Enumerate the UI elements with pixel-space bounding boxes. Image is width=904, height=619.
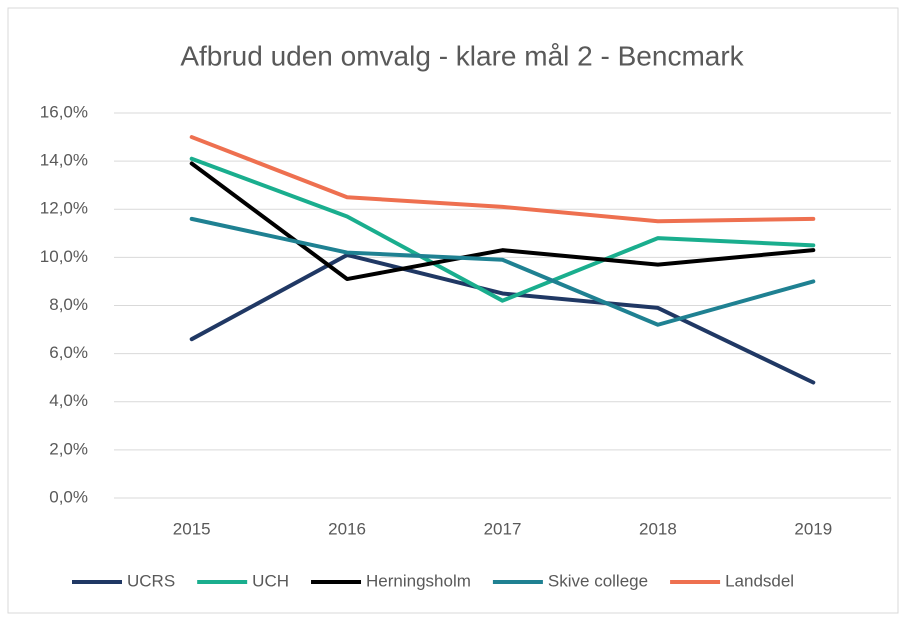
x-tick-label: 2019: [794, 519, 832, 538]
y-tick-label: 6,0%: [49, 343, 88, 362]
x-tick-label: 2016: [328, 519, 366, 538]
legend-label: Skive college: [548, 571, 648, 590]
series-line: [189, 135, 816, 224]
legend-label: UCRS: [127, 571, 175, 590]
y-tick-label: 2,0%: [49, 439, 88, 458]
y-tick-label: 12,0%: [40, 199, 88, 218]
chart-title: Afbrud uden omvalg - klare mål 2 - Bencm…: [180, 40, 744, 71]
y-tick-label: 8,0%: [49, 295, 88, 314]
y-tick-label: 16,0%: [40, 102, 88, 121]
y-tick-label: 0,0%: [49, 487, 88, 506]
legend-label: UCH: [252, 571, 289, 590]
x-tick-label: 2017: [484, 519, 522, 538]
x-tick-label: 2018: [639, 519, 677, 538]
series-line: [189, 252, 816, 385]
legend-label: Landsdel: [725, 571, 794, 590]
y-tick-label: 4,0%: [49, 391, 88, 410]
series-line: [189, 156, 816, 303]
chart-frame: [7, 7, 899, 614]
x-tick-label: 2015: [173, 519, 211, 538]
y-tick-label: 14,0%: [40, 151, 88, 170]
y-tick-label: 10,0%: [40, 247, 88, 266]
legend-label: Herningsholm: [366, 571, 471, 590]
series-line: [189, 216, 816, 327]
